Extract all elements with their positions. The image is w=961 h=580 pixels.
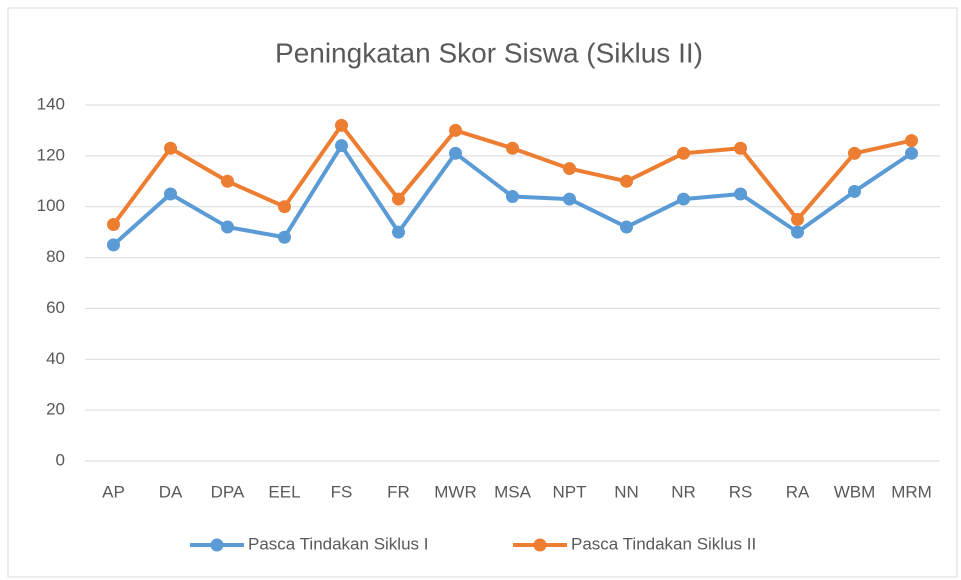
point xyxy=(107,218,120,232)
point xyxy=(848,146,861,160)
point xyxy=(734,187,747,201)
point xyxy=(506,190,519,204)
x-tick-label: DPA xyxy=(211,482,245,501)
point xyxy=(221,174,234,188)
point xyxy=(278,230,291,244)
x-tick-label: AP xyxy=(102,482,125,501)
point xyxy=(677,146,690,160)
y-tick-label: 100 xyxy=(37,196,65,215)
point xyxy=(791,225,804,239)
point xyxy=(278,200,291,214)
x-tick-label: MRM xyxy=(891,482,932,501)
y-tick-label: 20 xyxy=(46,400,65,419)
point xyxy=(221,220,234,234)
x-tick-label: NN xyxy=(614,482,639,501)
x-tick-label: WBM xyxy=(834,482,876,501)
x-tick-label: RA xyxy=(786,482,810,501)
y-tick-label: 60 xyxy=(46,298,65,317)
chart-border xyxy=(7,7,958,578)
legend-label: Pasca Tindakan Siklus II xyxy=(571,534,756,553)
y-tick-label: 120 xyxy=(37,145,65,164)
chart-title: Peningkatan Skor Siswa (Siklus II) xyxy=(275,37,703,68)
y-tick-label: 80 xyxy=(46,247,65,266)
legend-marker xyxy=(210,538,224,552)
point xyxy=(905,146,918,160)
point xyxy=(734,141,747,155)
x-tick-label: NPT xyxy=(553,482,587,501)
point xyxy=(620,174,633,188)
point xyxy=(620,220,633,234)
point xyxy=(392,225,405,239)
point xyxy=(449,123,462,137)
x-tick-label: FR xyxy=(387,482,410,501)
legend-marker xyxy=(533,538,547,552)
x-tick-label: FS xyxy=(331,482,353,501)
point xyxy=(905,134,918,148)
point xyxy=(563,162,576,176)
x-tick-label: MSA xyxy=(494,482,532,501)
legend-label: Pasca Tindakan Siklus I xyxy=(248,534,428,553)
point xyxy=(449,146,462,160)
point xyxy=(164,187,177,201)
point xyxy=(164,141,177,155)
x-tick-label: DA xyxy=(159,482,183,501)
x-tick-label: NR xyxy=(671,482,696,501)
point xyxy=(335,118,348,132)
x-tick-label: RS xyxy=(729,482,753,501)
point xyxy=(506,141,519,155)
point xyxy=(677,192,690,206)
point xyxy=(848,184,861,198)
x-tick-label: MWR xyxy=(434,482,476,501)
point xyxy=(335,139,348,153)
y-tick-label: 0 xyxy=(56,450,65,469)
point xyxy=(791,212,804,226)
point xyxy=(563,192,576,206)
y-tick-label: 140 xyxy=(37,94,65,113)
y-tick-label: 40 xyxy=(46,349,65,368)
x-tick-label: EEL xyxy=(268,482,300,501)
point xyxy=(392,192,405,206)
point xyxy=(107,238,120,252)
